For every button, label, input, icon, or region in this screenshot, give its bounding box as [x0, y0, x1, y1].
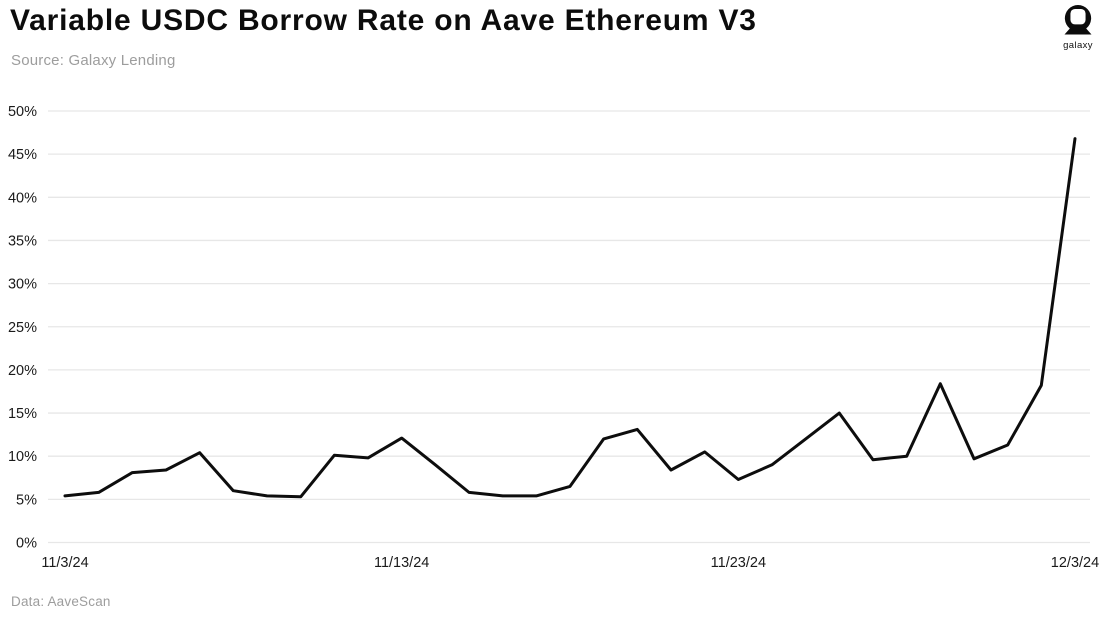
y-tick-label: 50%	[8, 104, 37, 120]
data-credit: Data: AaveScan	[11, 594, 111, 609]
x-tick-label: 11/13/24	[374, 555, 429, 571]
y-tick-label: 40%	[8, 190, 37, 206]
series-polyline	[63, 137, 1077, 499]
gridlines	[48, 110, 1090, 544]
y-tick-label: 5%	[16, 492, 37, 508]
borrow-rate-line	[63, 137, 1077, 499]
y-axis-labels: 0% 5% 10% 15% 20% 25% 30% 35% 40% 45% 50%	[8, 104, 37, 552]
y-tick-label: 45%	[8, 147, 37, 163]
galaxy-logo-label: galaxy	[1063, 40, 1093, 51]
source-label: Source: Galaxy Lending	[11, 52, 176, 69]
y-tick-label: 30%	[8, 277, 37, 293]
x-tick-label: 11/23/24	[711, 555, 766, 571]
galaxy-logo-icon	[1064, 5, 1092, 35]
galaxy-logo: galaxy	[1058, 4, 1098, 51]
x-tick-label: 11/3/24	[41, 555, 88, 571]
y-tick-label: 10%	[8, 449, 37, 465]
page-title: Variable USDC Borrow Rate on Aave Ethere…	[10, 4, 757, 37]
x-tick-label: 12/3/24	[1051, 555, 1099, 571]
y-tick-label: 15%	[8, 406, 37, 422]
x-axis-labels: 11/3/24 11/13/24 11/23/24 12/3/24	[41, 555, 1099, 571]
y-tick-label: 35%	[8, 233, 37, 249]
y-tick-label: 0%	[16, 536, 37, 552]
y-tick-label: 20%	[8, 363, 37, 379]
y-tick-label: 25%	[8, 320, 37, 336]
